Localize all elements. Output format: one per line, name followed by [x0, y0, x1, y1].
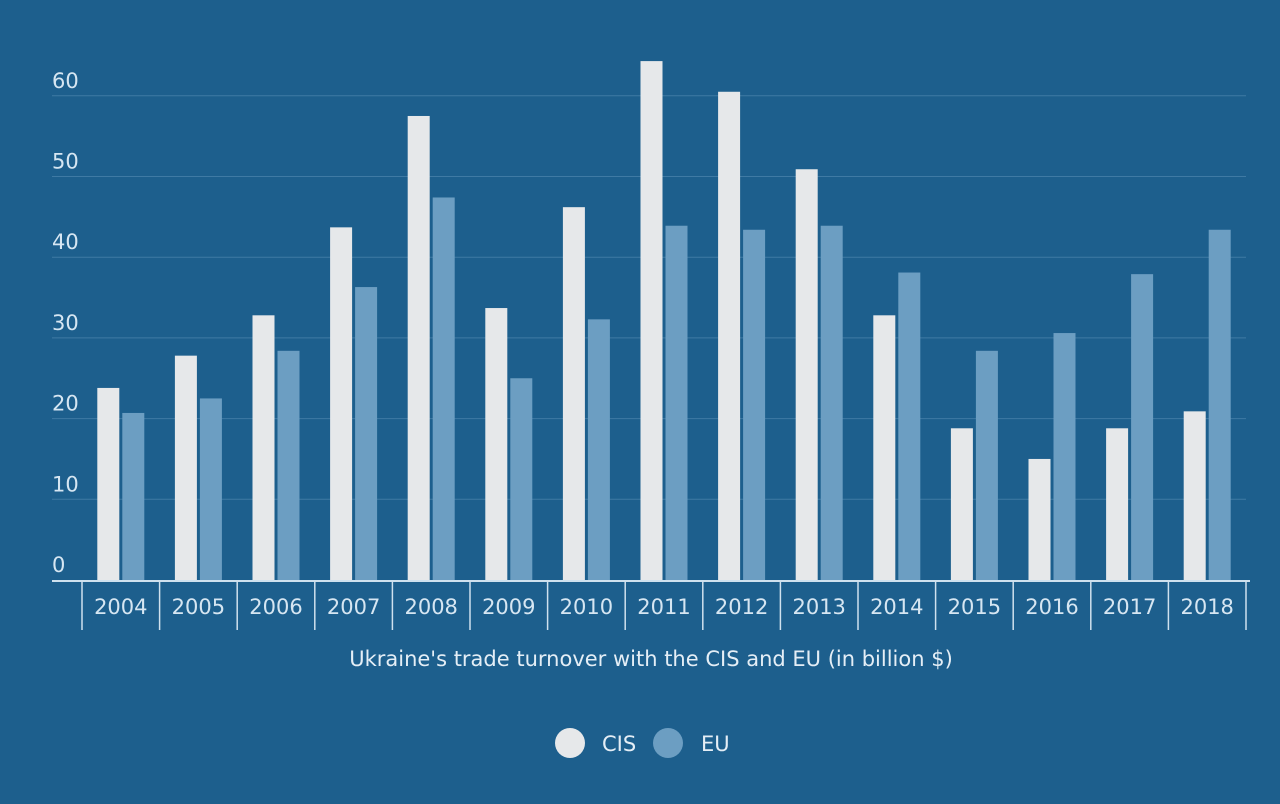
x-tick-label: 2007 [327, 595, 380, 619]
x-tick-label: 2008 [404, 595, 457, 619]
y-tick-label: 20 [52, 392, 79, 416]
bar-eu-2016 [1053, 333, 1076, 580]
bar-cis-2013 [795, 169, 818, 580]
x-tick-label: 2012 [715, 595, 768, 619]
bar-eu-2010 [587, 319, 610, 580]
bar-cis-2014 [873, 315, 896, 580]
legend-marker-cis [555, 728, 585, 758]
bar-eu-2005 [199, 398, 222, 580]
bar-cis-2007 [330, 227, 353, 580]
x-tick-label: 2010 [560, 595, 613, 619]
bar-eu-2012 [743, 229, 766, 580]
x-tick-label: 2015 [948, 595, 1001, 619]
bar-eu-2004 [122, 412, 145, 580]
y-tick-label: 40 [52, 230, 79, 254]
legend-marker-eu [653, 728, 683, 758]
x-tick-label: 2005 [172, 595, 225, 619]
bar-eu-2015 [975, 350, 998, 580]
bar-cis-2016 [1028, 458, 1051, 580]
x-tick-label: 2013 [792, 595, 845, 619]
x-tick-label: 2006 [249, 595, 302, 619]
x-tick-label: 2009 [482, 595, 535, 619]
bar-cis-2005 [174, 355, 197, 580]
y-tick-label: 10 [52, 472, 79, 496]
y-axis-ticks: 0 10 20 30 40 50 60 [52, 69, 79, 577]
bar-eu-2018 [1208, 229, 1231, 580]
bar-eu-2006 [277, 350, 300, 580]
bar-cis-2015 [950, 428, 973, 580]
x-tick-label: 2014 [870, 595, 923, 619]
bar-cis-2017 [1106, 428, 1129, 580]
y-tick-label: 50 [52, 150, 79, 174]
bar-eu-2017 [1131, 274, 1154, 580]
x-axis-label: Ukraine's trade turnover with the CIS an… [349, 647, 953, 671]
bar-cis-2010 [562, 207, 585, 580]
x-tick-label: 2004 [94, 595, 147, 619]
x-tick-label: 2016 [1025, 595, 1078, 619]
bar-cis-2011 [640, 61, 663, 580]
bar-eu-2008 [432, 197, 455, 580]
y-tick-label: 0 [52, 553, 65, 577]
y-tick-label: 60 [52, 69, 79, 93]
bar-cis-2006 [252, 315, 275, 580]
bar-eu-2009 [510, 378, 533, 580]
x-tick-label: 2018 [1180, 595, 1233, 619]
bar-cis-2009 [485, 308, 508, 580]
bar-cis-2004 [97, 387, 120, 580]
legend: CIS EU [555, 728, 730, 758]
bar-eu-2011 [665, 225, 688, 581]
bars [97, 61, 1231, 581]
x-axis: 2004 2005 2006 2007 2008 2009 2010 2011 2012 2013… [52, 580, 1250, 630]
bar-eu-2007 [355, 287, 378, 580]
x-tick-label: 2011 [637, 595, 690, 619]
bar-eu-2014 [898, 272, 921, 580]
y-tick-label: 30 [52, 311, 79, 335]
bar-cis-2008 [407, 115, 430, 580]
x-tick-label: 2017 [1103, 595, 1156, 619]
bar-eu-2013 [820, 225, 843, 581]
bar-cis-2012 [718, 91, 741, 580]
legend-label-cis: CIS [602, 732, 636, 756]
legend-label-eu: EU [701, 732, 730, 756]
bar-cis-2018 [1183, 411, 1206, 580]
